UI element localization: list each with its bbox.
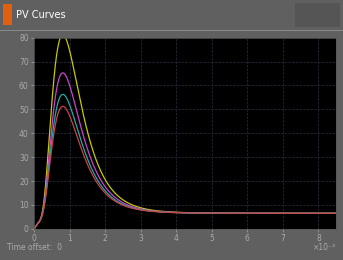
Bar <box>322 3 340 27</box>
Text: □: □ <box>314 10 321 20</box>
Text: ×: × <box>328 10 334 20</box>
Bar <box>295 3 312 27</box>
Text: Time offset:  0: Time offset: 0 <box>7 243 62 252</box>
Text: ×10⁻³: ×10⁻³ <box>313 243 336 252</box>
Text: _: _ <box>301 10 306 20</box>
Bar <box>309 3 326 27</box>
Bar <box>3 4 12 25</box>
Text: PV Curves: PV Curves <box>16 10 66 20</box>
